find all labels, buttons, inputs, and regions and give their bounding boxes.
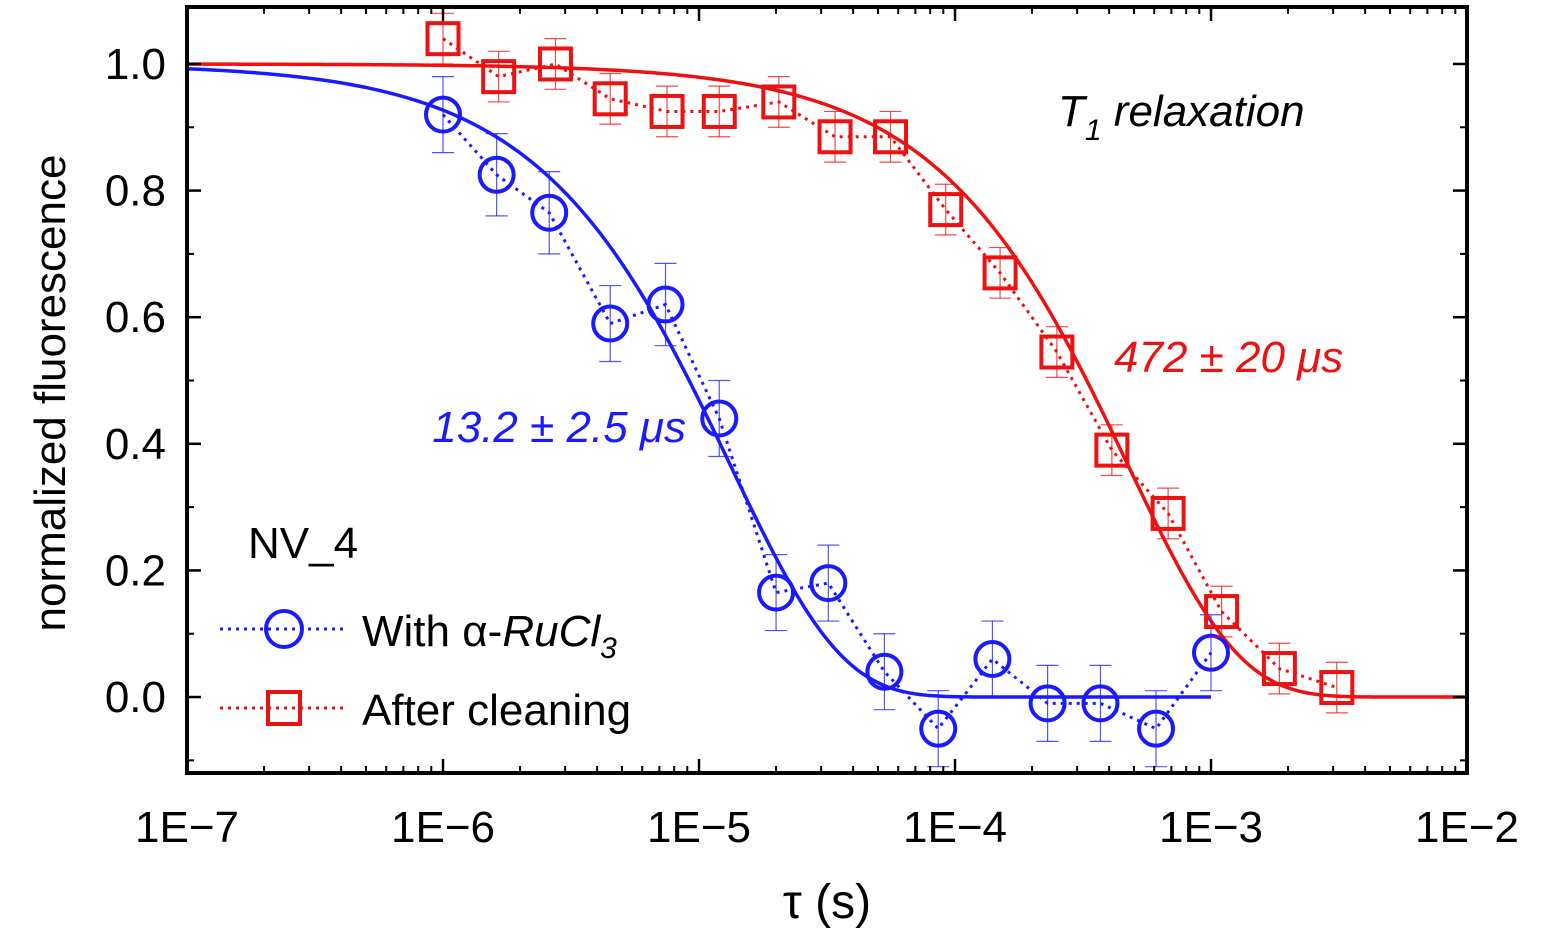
legend-label-blue: With α-RuCl3: [362, 607, 617, 665]
data-point-circle: [757, 573, 796, 612]
data-point-square: [1319, 670, 1355, 706]
data-point-square: [982, 255, 1018, 291]
data-point-square: [481, 59, 517, 95]
legend-label-red: After cleaning: [362, 686, 631, 735]
x-axis-label: τ (s): [783, 876, 871, 929]
y-tick-label: 0.6: [105, 293, 166, 342]
data-point-circle: [424, 95, 462, 134]
data-point-circle: [477, 155, 516, 194]
x-tick-label: 1E−4: [903, 803, 1007, 852]
data-point-circle: [700, 399, 739, 438]
legend-blue-subscript: 3: [600, 632, 617, 665]
x-tick-label: 1E−5: [647, 803, 751, 852]
data-point-square: [1094, 432, 1130, 468]
y-axis-label: normalized fluorescence: [26, 155, 75, 632]
panel-label-subscript: 1: [1085, 114, 1102, 147]
data-point-circle: [591, 304, 630, 343]
legend-blue-prefix: With α-: [362, 607, 502, 656]
fit-curve-series-1: [186, 62, 1467, 699]
y-tick-label: 0.2: [105, 546, 166, 595]
x-tick-label: 1E−3: [1159, 803, 1263, 852]
data-point-square: [1261, 651, 1297, 687]
data-point-circle: [865, 652, 904, 691]
x-tick-label: 1E−2: [1415, 803, 1519, 852]
data-point-square: [701, 93, 737, 129]
data-series: [424, 12, 1355, 768]
data-point-square: [817, 119, 853, 155]
tick-labels: 1E−7 1E−6 1E−5 1E−4 1E−3 1E−2 0.0 0.2 0.4 0.6 0.8 1…: [105, 40, 1519, 852]
blue-fit-annotation: 13.2 ± 2.5 μs: [432, 403, 686, 452]
data-point-square: [425, 21, 461, 57]
data-point-circle: [973, 640, 1012, 679]
red-fit-annotation: 472 ± 20 μs: [1114, 333, 1343, 382]
legend-marker-square: [266, 690, 302, 726]
legend: NV_4 With α-RuCl3 After cleaning: [220, 519, 631, 735]
data-point-square: [592, 81, 628, 117]
data-point-square: [1150, 495, 1186, 531]
x-tick-label: 1E−7: [135, 803, 239, 852]
panel-label-t: T: [1058, 87, 1088, 136]
data-point-circle: [530, 193, 569, 232]
y-tick-label: 0.8: [105, 167, 166, 216]
data-point-circle: [809, 564, 848, 603]
data-point-circle: [1137, 709, 1176, 748]
plot-frame: [185, 5, 1469, 775]
data-point-square: [537, 46, 573, 82]
data-point-square: [1204, 594, 1240, 630]
panel-label: T1 relaxation: [1058, 87, 1305, 147]
data-point-circle: [919, 709, 958, 748]
x-tick-label: 1E−6: [391, 803, 495, 852]
y-tick-label: 0.0: [105, 673, 166, 722]
panel-label-rest: relaxation: [1102, 87, 1305, 136]
data-point-circle: [1028, 684, 1067, 723]
y-tick-label: 0.4: [105, 420, 166, 469]
data-point-circle: [646, 285, 685, 324]
legend-blue-italic: RuCl: [502, 607, 601, 656]
fit-curve-series-0: [186, 67, 1211, 699]
legend-title: NV_4: [248, 519, 358, 568]
data-point-circle: [1081, 684, 1120, 723]
data-point-square: [761, 84, 797, 120]
data-point-square: [1039, 334, 1075, 370]
legend-marker-circle: [264, 609, 304, 649]
y-tick-label: 1.0: [105, 40, 166, 89]
data-point-square: [928, 192, 964, 228]
data-point-square: [873, 119, 909, 155]
data-point-circle: [1192, 633, 1230, 672]
data-point-square: [649, 93, 685, 129]
